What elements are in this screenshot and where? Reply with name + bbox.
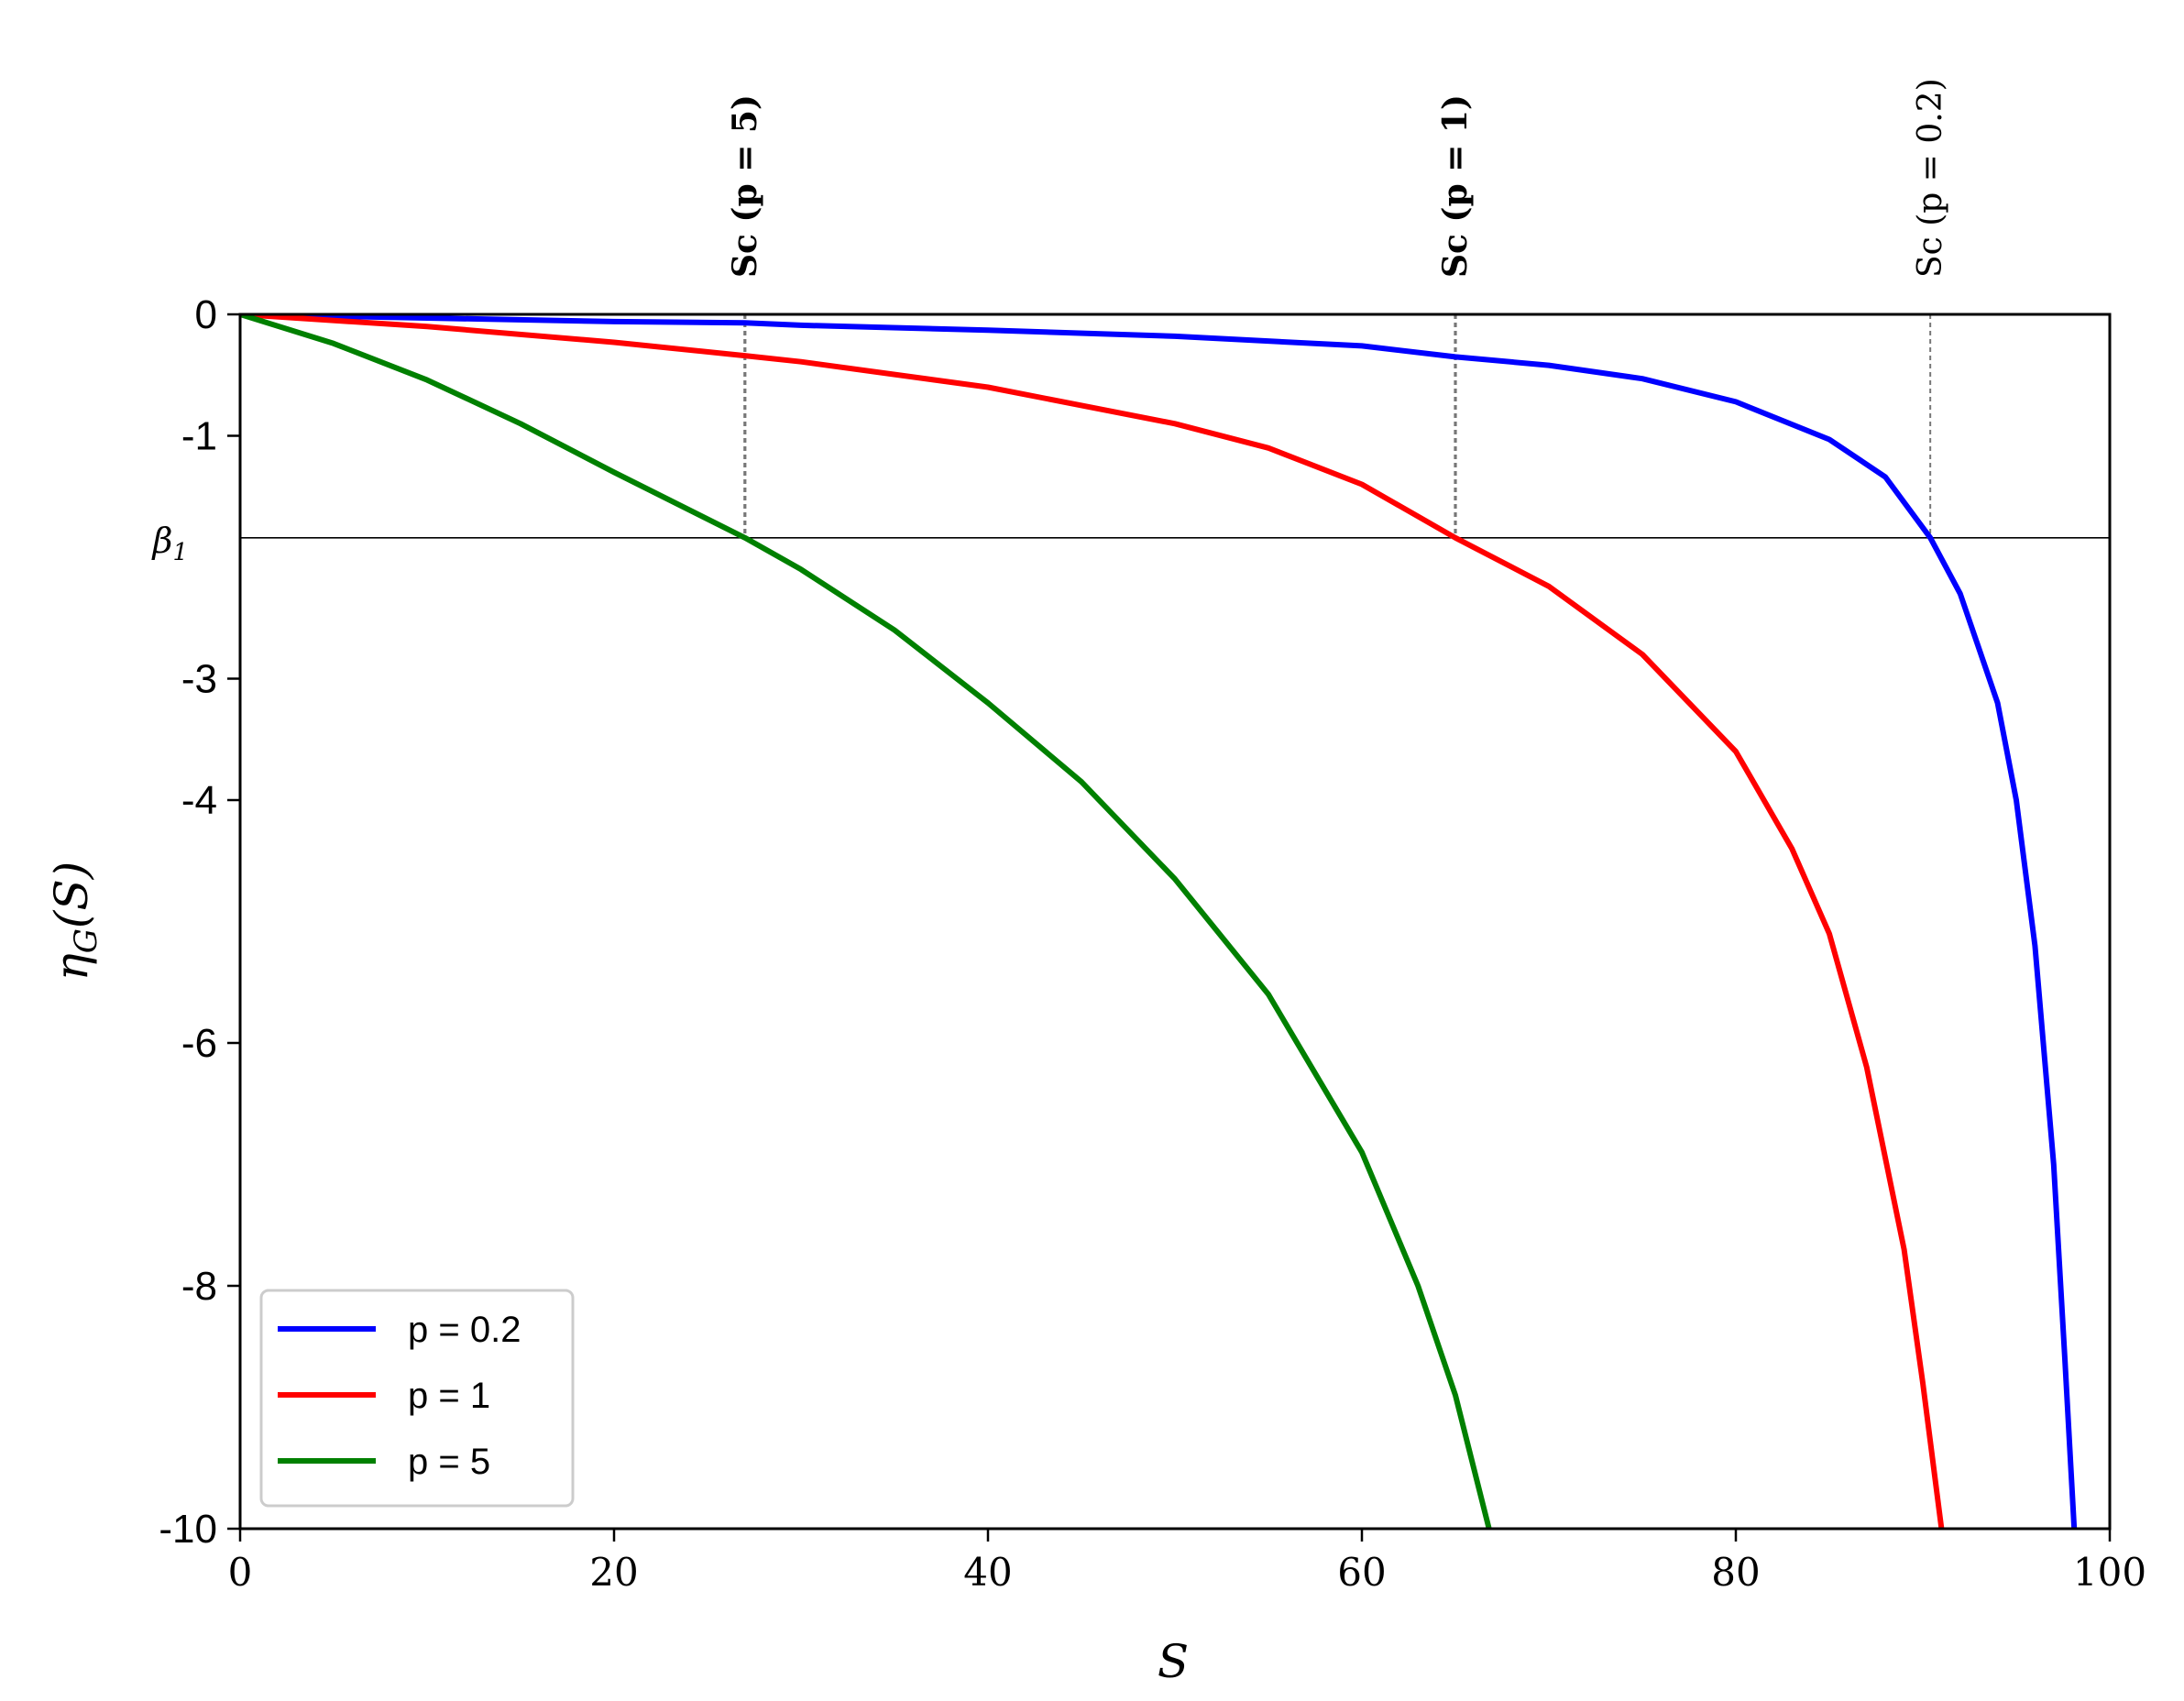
- y-tick-label-4: -6: [181, 1021, 217, 1066]
- series-line-2: [240, 314, 1492, 1529]
- legend-box: [259, 1289, 575, 1508]
- series-group: [240, 314, 2078, 1529]
- y-tick-label-1: -1: [181, 414, 217, 459]
- series-line-0: [240, 314, 2078, 1529]
- legend-label-0: p = 0.2: [408, 1310, 521, 1350]
- x-tick-label-1: 20: [589, 1550, 638, 1595]
- plot-frame: [238, 313, 2112, 1531]
- vline-label-1: Sc (p = 1): [1436, 94, 1475, 278]
- x-axis-label: S: [1158, 1635, 1189, 1688]
- x-tick-label-0: 0: [228, 1550, 253, 1595]
- y-tick-label-2: -3: [181, 657, 217, 702]
- x-tick-label-3: 60: [1337, 1550, 1386, 1595]
- axis-ticks: 0 20 40 60 80 100 0 -1 -3 -4 -6 -8 -10: [159, 292, 2146, 1595]
- y-tick-label-5: -8: [181, 1264, 217, 1309]
- y-tick-label-6: -10: [159, 1507, 217, 1552]
- series-line-1: [240, 314, 1945, 1529]
- y-tick-label-3: -4: [181, 778, 217, 823]
- y-axis-label: ηG(S): [45, 861, 104, 981]
- x-tick-label-4: 80: [1711, 1550, 1760, 1595]
- beta-label: β1: [150, 521, 188, 566]
- reference-lines: [240, 314, 2110, 539]
- y-tick-label-0: 0: [195, 292, 217, 337]
- vline-annotations: Sc (p = 5) Sc (p = 1) Sc (p = 0.2): [726, 78, 1949, 278]
- legend-label-1: p = 1: [408, 1376, 490, 1416]
- legend-label-2: p = 5: [408, 1442, 490, 1482]
- x-tick-label-5: 100: [2073, 1550, 2146, 1595]
- legend: p = 0.2 p = 1 p = 5: [259, 1289, 575, 1508]
- x-tick-label-2: 40: [963, 1550, 1012, 1595]
- vline-label-0: Sc (p = 5): [726, 94, 764, 278]
- vline-label-2: Sc (p = 0.2): [1912, 78, 1949, 278]
